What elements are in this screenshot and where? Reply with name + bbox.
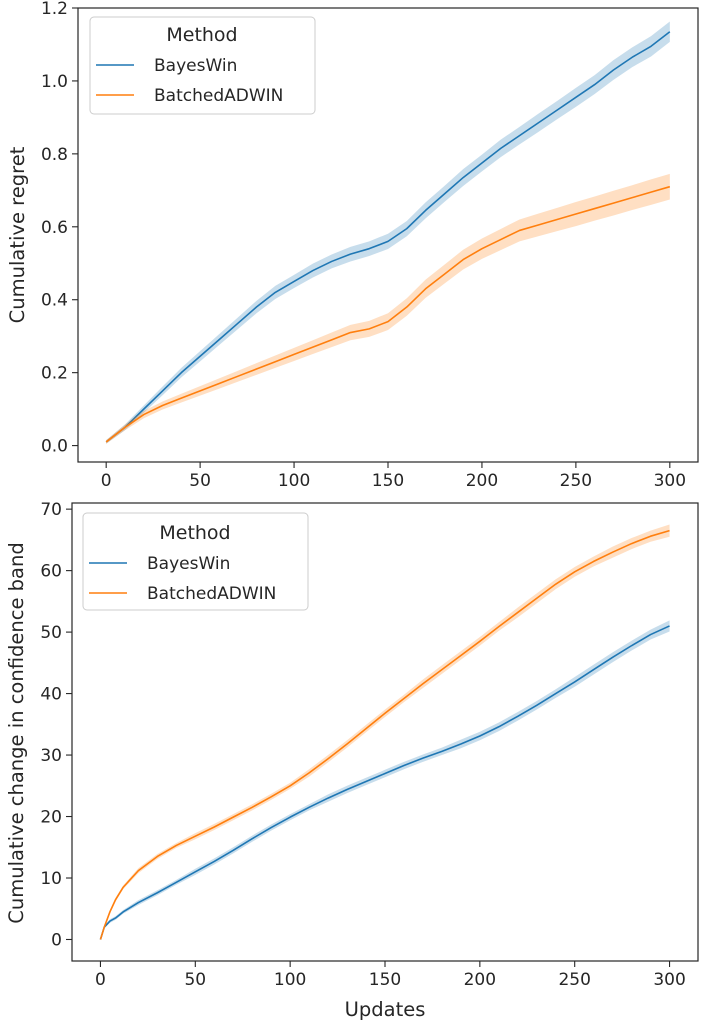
top-x-tick-label: 250 (560, 471, 592, 491)
bottom-x-tick-label: 150 (369, 970, 401, 990)
bottom-y-tick-label: 20 (40, 808, 62, 828)
top-series-layer (105, 21, 671, 444)
top-x-tick-label: 300 (654, 471, 686, 491)
chart-top: 0 50 100 150 200 250 3000.00.20.40.60.81.01.2 … (6, 0, 699, 491)
chart-bottom: 0 50 100 150 200 250 300 0 10 20 30 40 50 60 70 Cumula… (5, 500, 699, 1021)
bottom-y-tick-label: 50 (40, 623, 62, 643)
bottom-x-tick-label: 250 (558, 970, 590, 990)
bottom-y-tick-label: 40 (40, 685, 62, 705)
top-band-batchedadwin (106, 173, 670, 444)
top-x-tick-label: 150 (372, 471, 404, 491)
bottom-y-tick-label: 60 (40, 562, 62, 582)
top-y-tick-label: 1.0 (41, 72, 68, 92)
top-band-bayeswin (106, 21, 670, 444)
bottom-legend-label-bayeswin: BayesWin (147, 554, 230, 574)
top-line-bayeswin (105, 31, 671, 443)
bottom-line-bayeswin (99, 625, 670, 940)
bottom-y-tick-label: 70 (40, 500, 62, 520)
bottom-legend: Method BayesWin BatchedADWIN (82, 512, 309, 611)
top-line-batchedadwin (105, 185, 671, 443)
top-x-tick-label: 100 (278, 471, 310, 491)
top-legend: Method BayesWin BatchedADWIN (89, 16, 316, 115)
top-y-tick-label: 0.8 (41, 145, 68, 165)
top-y-tick-label: 1.2 (41, 0, 68, 19)
top-y-axis-label: Cumulative regret (6, 146, 29, 323)
bottom-legend-box (82, 512, 309, 611)
top-y-tick-label: 0.2 (41, 364, 68, 384)
bottom-y-tick-label: 0 (51, 930, 62, 950)
bottom-x-axis-label: Updates (345, 998, 426, 1021)
bottom-ticks-layer: 0 50 100 150 200 250 300 0 10 20 30 40 50 60 70 (40, 500, 685, 990)
bottom-band-bayeswin (100, 620, 670, 940)
bottom-legend-title: Method (159, 522, 230, 544)
bottom-x-tick-label: 100 (274, 970, 306, 990)
top-x-tick-label: 50 (189, 471, 211, 491)
top-legend-label-batchedadwin: BatchedADWIN (154, 86, 283, 106)
bottom-x-tick-label: 0 (95, 970, 106, 990)
top-x-tick-label: 200 (466, 471, 498, 491)
bottom-y-tick-label: 10 (40, 869, 62, 889)
bottom-y-tick-label: 30 (40, 746, 62, 766)
top-ticks-layer: 0 50 100 150 200 250 300 0.0 0.2 0.4 0.6 0.8 1.0 1.2 (41, 0, 686, 491)
top-y-tick-label: 0.4 (41, 291, 68, 311)
top-y-tick-label: 0.0 (41, 437, 68, 457)
top-legend-box (89, 16, 316, 115)
top-x-tick-label: 0 (101, 471, 112, 491)
top-y-tick-label: 0.6 (41, 218, 68, 238)
bottom-line-batchedadwin (99, 529, 670, 940)
top-legend-title: Method (166, 24, 237, 46)
top-legend-label-bayeswin: BayesWin (154, 56, 237, 76)
bottom-x-tick-label: 50 (184, 970, 206, 990)
bottom-y-axis-label: Cumulative change in confidence band (5, 542, 28, 923)
bottom-x-tick-label: 300 (653, 970, 685, 990)
bottom-legend-label-batchedadwin: BatchedADWIN (147, 584, 276, 604)
bottom-series-layer (99, 524, 670, 940)
bottom-x-tick-label: 200 (464, 970, 496, 990)
